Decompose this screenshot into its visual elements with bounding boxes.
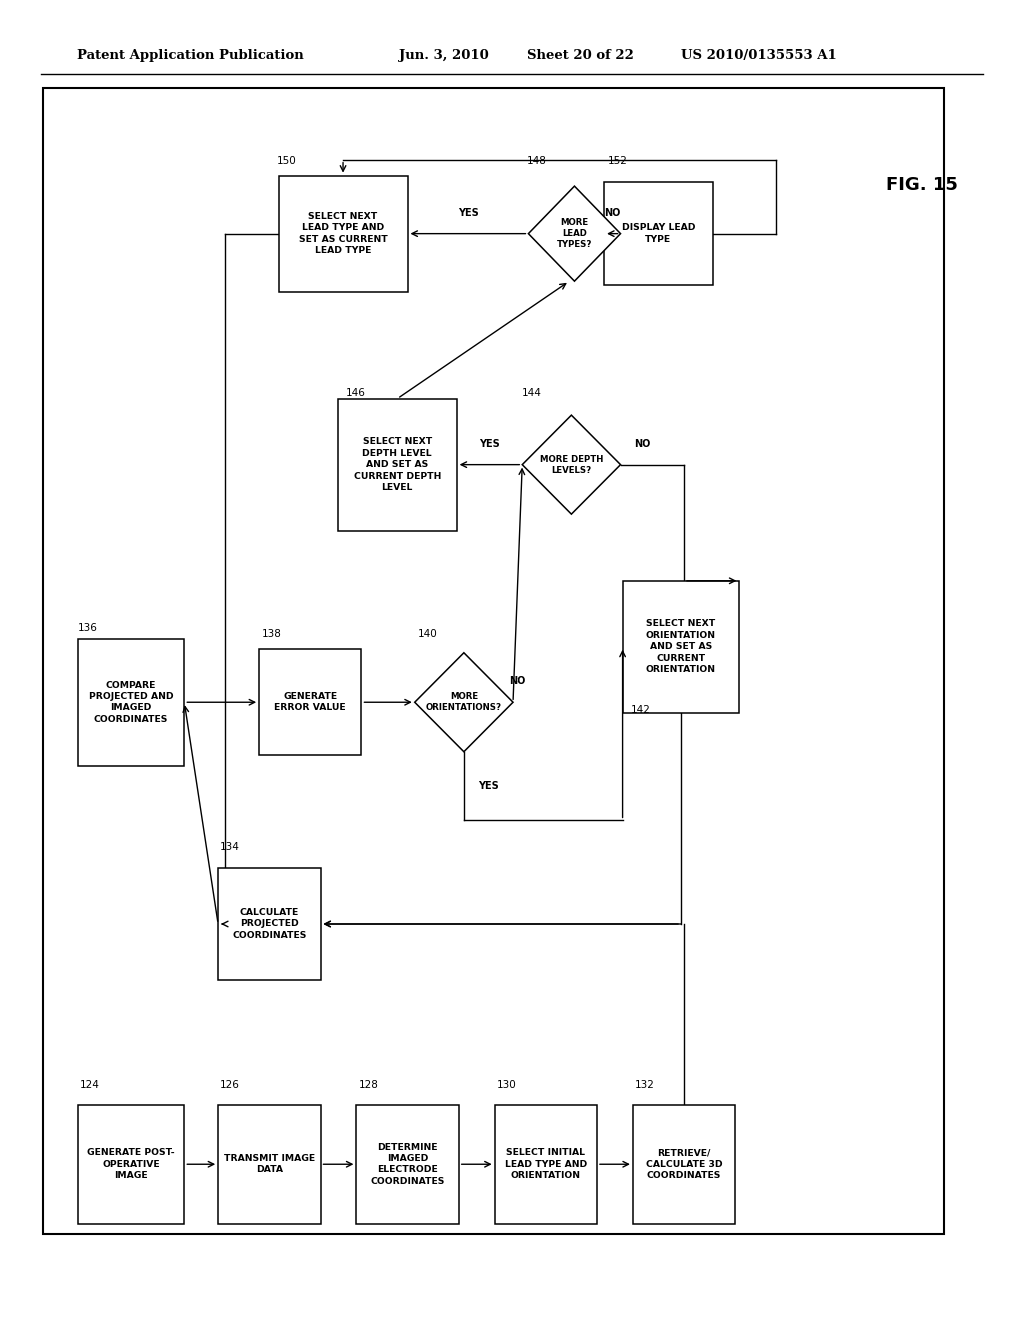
FancyBboxPatch shape bbox=[623, 581, 739, 713]
Text: 126: 126 bbox=[220, 1080, 240, 1090]
Bar bbox=[43, 88, 944, 1234]
Text: US 2010/0135553 A1: US 2010/0135553 A1 bbox=[681, 49, 837, 62]
FancyBboxPatch shape bbox=[279, 176, 408, 292]
Text: 152: 152 bbox=[608, 156, 628, 166]
FancyBboxPatch shape bbox=[218, 1105, 321, 1224]
Text: GENERATE
ERROR VALUE: GENERATE ERROR VALUE bbox=[274, 692, 346, 713]
Text: 134: 134 bbox=[220, 842, 240, 853]
Text: YES: YES bbox=[478, 781, 499, 791]
Text: NO: NO bbox=[634, 438, 650, 449]
FancyBboxPatch shape bbox=[259, 649, 361, 755]
Text: DISPLAY LEAD
TYPE: DISPLAY LEAD TYPE bbox=[622, 223, 695, 244]
Text: 124: 124 bbox=[80, 1080, 99, 1090]
Text: SELECT NEXT
ORIENTATION
AND SET AS
CURRENT
ORIENTATION: SELECT NEXT ORIENTATION AND SET AS CURRE… bbox=[646, 619, 716, 675]
Text: RETRIEVE/
CALCULATE 3D
COORDINATES: RETRIEVE/ CALCULATE 3D COORDINATES bbox=[646, 1148, 722, 1180]
Text: Jun. 3, 2010: Jun. 3, 2010 bbox=[399, 49, 489, 62]
Text: SELECT INITIAL
LEAD TYPE AND
ORIENTATION: SELECT INITIAL LEAD TYPE AND ORIENTATION bbox=[505, 1148, 587, 1180]
Text: TRANSMIT IMAGE
DATA: TRANSMIT IMAGE DATA bbox=[224, 1154, 314, 1175]
Text: 138: 138 bbox=[262, 628, 282, 639]
Text: 144: 144 bbox=[522, 388, 542, 399]
Text: NO: NO bbox=[604, 207, 621, 218]
Text: 146: 146 bbox=[346, 388, 366, 399]
Text: YES: YES bbox=[458, 207, 478, 218]
FancyBboxPatch shape bbox=[218, 869, 321, 979]
Text: 128: 128 bbox=[358, 1080, 378, 1090]
Text: 148: 148 bbox=[526, 156, 546, 166]
Polygon shape bbox=[415, 652, 513, 751]
Text: 150: 150 bbox=[276, 156, 296, 166]
Text: YES: YES bbox=[479, 438, 500, 449]
Text: MORE
LEAD
TYPES?: MORE LEAD TYPES? bbox=[557, 218, 592, 249]
Text: Sheet 20 of 22: Sheet 20 of 22 bbox=[527, 49, 634, 62]
Polygon shape bbox=[528, 186, 621, 281]
FancyBboxPatch shape bbox=[338, 399, 457, 531]
Text: DETERMINE
IMAGED
ELECTRODE
COORDINATES: DETERMINE IMAGED ELECTRODE COORDINATES bbox=[371, 1143, 444, 1185]
Text: MORE
ORIENTATIONS?: MORE ORIENTATIONS? bbox=[426, 693, 502, 711]
FancyBboxPatch shape bbox=[78, 639, 184, 766]
Text: 136: 136 bbox=[78, 623, 97, 634]
FancyBboxPatch shape bbox=[78, 1105, 184, 1224]
FancyBboxPatch shape bbox=[604, 182, 713, 285]
FancyBboxPatch shape bbox=[495, 1105, 597, 1224]
Text: 140: 140 bbox=[418, 628, 437, 639]
FancyBboxPatch shape bbox=[633, 1105, 735, 1224]
Text: NO: NO bbox=[510, 676, 525, 686]
Text: Patent Application Publication: Patent Application Publication bbox=[77, 49, 303, 62]
Text: 130: 130 bbox=[497, 1080, 516, 1090]
Text: SELECT NEXT
DEPTH LEVEL
AND SET AS
CURRENT DEPTH
LEVEL: SELECT NEXT DEPTH LEVEL AND SET AS CURRE… bbox=[353, 437, 441, 492]
Text: FIG. 15: FIG. 15 bbox=[886, 176, 957, 194]
Text: COMPARE
PROJECTED AND
IMAGED
COORDINATES: COMPARE PROJECTED AND IMAGED COORDINATES bbox=[89, 681, 173, 723]
Text: CALCULATE
PROJECTED
COORDINATES: CALCULATE PROJECTED COORDINATES bbox=[232, 908, 306, 940]
Text: 132: 132 bbox=[635, 1080, 654, 1090]
Text: SELECT NEXT
LEAD TYPE AND
SET AS CURRENT
LEAD TYPE: SELECT NEXT LEAD TYPE AND SET AS CURRENT… bbox=[299, 213, 387, 255]
FancyBboxPatch shape bbox=[356, 1105, 459, 1224]
Text: GENERATE POST-
OPERATIVE
IMAGE: GENERATE POST- OPERATIVE IMAGE bbox=[87, 1148, 175, 1180]
Text: 142: 142 bbox=[631, 705, 650, 715]
Text: MORE DEPTH
LEVELS?: MORE DEPTH LEVELS? bbox=[540, 455, 603, 474]
Polygon shape bbox=[522, 414, 621, 513]
